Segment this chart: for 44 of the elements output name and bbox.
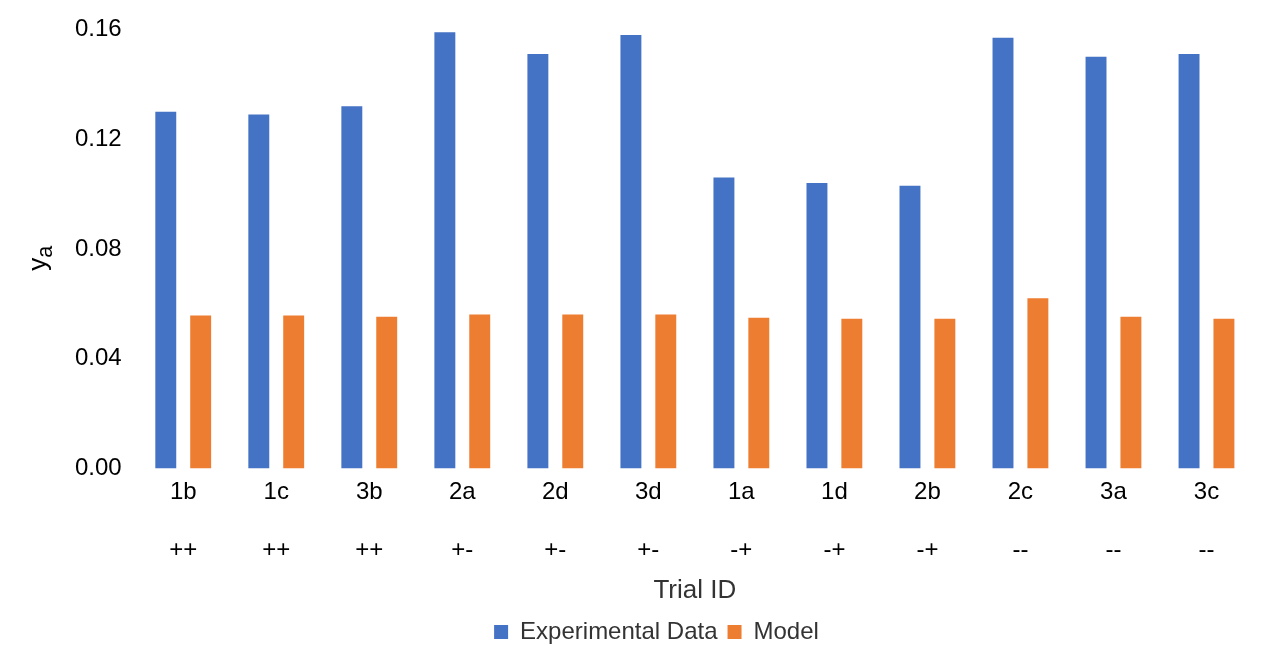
bar	[1027, 298, 1049, 469]
bar	[283, 315, 305, 469]
legend-label: Model	[753, 616, 819, 644]
category-label: 2a +-	[448, 477, 476, 563]
category-label: 3d +-	[634, 477, 662, 563]
category-label: 1b ++	[169, 477, 198, 563]
category-label: 1a -+	[728, 477, 755, 563]
bar	[527, 54, 549, 469]
category-label: 1d -+	[821, 477, 848, 563]
y-tick-label: 0.00	[74, 453, 122, 481]
y-tick-label: 0.12	[74, 123, 122, 151]
bar	[1120, 316, 1142, 469]
category-label: 2c --	[1007, 477, 1034, 563]
bar	[899, 185, 921, 469]
y-tick-label: 0.04	[74, 343, 122, 371]
bar	[992, 37, 1014, 469]
bar	[155, 111, 177, 469]
category-label: 2b -+	[914, 477, 941, 563]
bar	[1085, 56, 1107, 469]
category-label: 3a --	[1100, 477, 1127, 563]
bar	[620, 34, 642, 469]
category-label: 3b ++	[355, 477, 384, 563]
x-axis-title: Trial ID	[653, 573, 737, 604]
bar	[341, 106, 363, 469]
bar	[841, 318, 863, 469]
bar	[469, 314, 491, 469]
y-tick-label: 0.16	[74, 14, 122, 42]
bar	[376, 316, 398, 469]
bar	[434, 32, 456, 469]
category-label: 2d +-	[541, 477, 569, 563]
bar	[248, 114, 270, 469]
y-tick-label: 0.08	[74, 233, 122, 261]
bar	[806, 183, 828, 469]
bar	[190, 315, 212, 469]
bar	[562, 314, 584, 469]
category-label: 1c ++	[262, 477, 291, 563]
bar	[934, 318, 956, 469]
bar	[748, 317, 770, 469]
bar	[655, 314, 677, 469]
category-label: 3c --	[1193, 477, 1220, 563]
bar	[1178, 54, 1200, 469]
legend-label: Experimental Data	[520, 616, 719, 644]
bar	[713, 177, 735, 469]
bar	[1213, 318, 1235, 469]
